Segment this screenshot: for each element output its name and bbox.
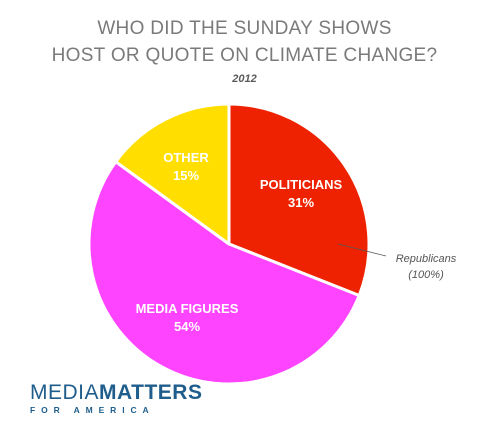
pie-slice-politicians	[227, 102, 371, 298]
chart-title-line2: HOST OR QUOTE ON CLIMATE CHANGE?	[51, 45, 438, 66]
slice-label-other: OTHER	[163, 150, 209, 165]
logo-tagline: FOR AMERICA	[30, 405, 155, 415]
logo-word-matters: MATTERS	[99, 381, 203, 404]
media-matters-logo: MEDIAMATTERS FOR AMERICA	[30, 381, 203, 415]
annotation-republicans-pct: (100%)	[408, 269, 444, 281]
pie-slice-media-figures	[87, 160, 361, 386]
logo-word-media: MEDIA	[30, 381, 100, 404]
chart-title-line1: WHO DID THE SUNDAY SHOWS	[97, 18, 392, 39]
pie-slice-other	[114, 102, 231, 246]
annotation-republicans: Republicans	[396, 253, 457, 265]
slice-value-media-figures: 54%	[174, 319, 200, 334]
annotation-leader-line	[337, 243, 387, 257]
slice-value-politicians: 31%	[288, 195, 314, 210]
slice-value-other: 15%	[173, 168, 199, 183]
slice-label-media-figures: MEDIA FIGURES	[136, 301, 239, 316]
chart-subtitle: 2012	[232, 73, 257, 85]
slice-label-politicians: POLITICIANS	[260, 177, 343, 192]
